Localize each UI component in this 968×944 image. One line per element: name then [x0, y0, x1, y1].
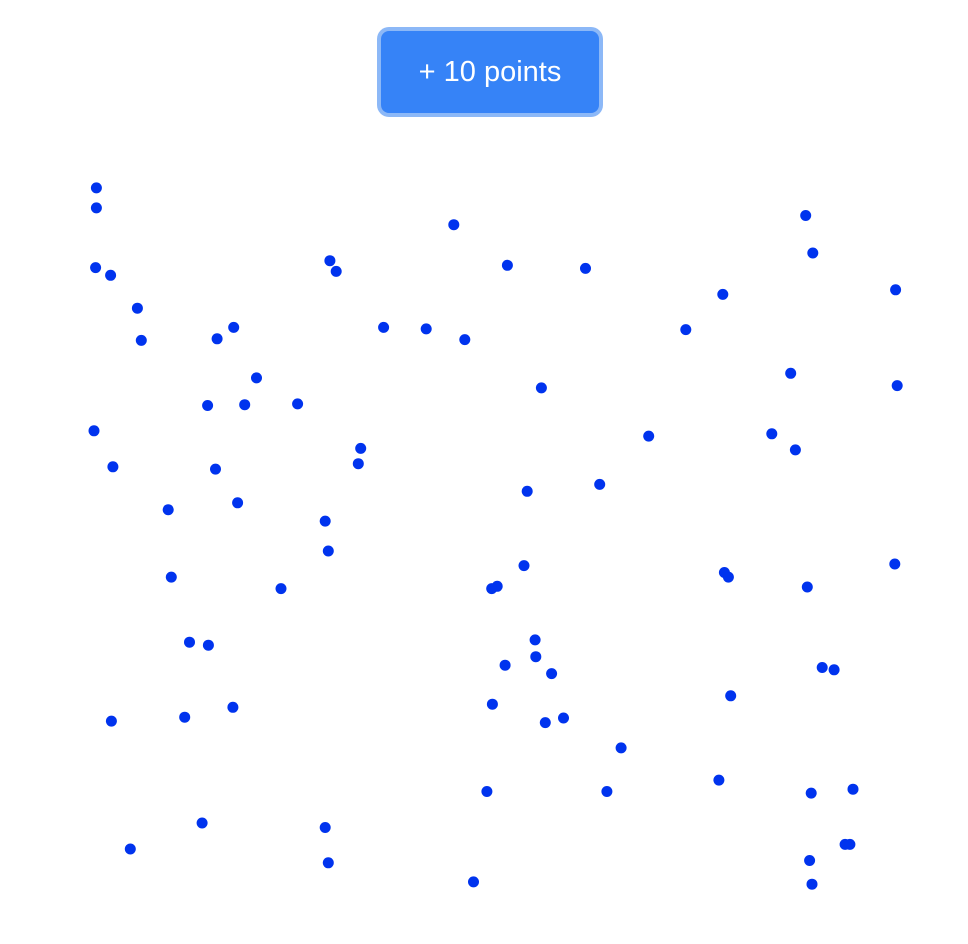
scatter-point: [539, 717, 551, 729]
scatter-point: [643, 430, 655, 442]
scatter-point: [529, 634, 541, 646]
scatter-point: [90, 182, 102, 194]
scatter-point: [196, 817, 208, 829]
scatter-point: [801, 581, 813, 593]
scatter-point: [232, 497, 244, 509]
scatter-point: [239, 399, 251, 411]
scatter-point: [889, 558, 901, 570]
scatter-point: [227, 701, 239, 713]
scatter-point: [135, 334, 147, 346]
scatter-point: [330, 265, 342, 277]
add-10-points-button[interactable]: + 10 points: [381, 31, 599, 113]
scatter-point: [322, 857, 334, 869]
scatter-point: [847, 783, 859, 795]
scatter-point: [530, 651, 542, 663]
scatter-point: [378, 321, 390, 333]
scatter-point: [890, 284, 902, 296]
scatter-point: [891, 380, 903, 392]
scatter-point: [816, 662, 828, 673]
scatter-point: [766, 428, 778, 440]
scatter-point: [518, 560, 530, 572]
scatter-point: [211, 333, 223, 345]
scatter-point: [179, 711, 191, 723]
scatter-point: [319, 822, 331, 833]
scatter-point: [615, 742, 627, 754]
scatter-point: [448, 219, 460, 231]
scatter-point: [468, 876, 479, 888]
scatter-point: [486, 698, 498, 710]
scatter-point: [420, 323, 432, 335]
scatter-point: [800, 210, 812, 221]
scatter-point: [486, 583, 498, 595]
scatter-point: [501, 259, 513, 271]
scatter-point: [90, 202, 102, 214]
scatter-point: [722, 571, 734, 583]
scatter-point: [725, 690, 737, 702]
scatter-point: [680, 324, 692, 336]
scatter-point: [202, 639, 214, 651]
scatter-point: [499, 659, 511, 671]
scatter-point: [806, 878, 818, 890]
scatter-point: [324, 255, 336, 267]
scatter-point: [535, 382, 547, 394]
scatter-point: [718, 567, 730, 578]
scatter-point: [828, 664, 840, 676]
scatter-point: [105, 715, 117, 727]
scatter-point: [521, 485, 533, 497]
scatter-point: [165, 571, 177, 583]
scatter-point: [107, 461, 119, 473]
scatter-point: [355, 442, 367, 454]
scatter-point: [459, 334, 471, 346]
scatter-point: [228, 321, 240, 333]
scatter-point: [319, 515, 331, 527]
scatter-point: [88, 425, 100, 437]
scatter-point: [601, 786, 613, 797]
scatter-point: [804, 855, 816, 866]
scatter-point: [184, 636, 195, 648]
scatter-point: [580, 262, 591, 274]
scatter-point: [546, 668, 558, 680]
scatter-point: [717, 288, 729, 300]
scatter-point: [844, 838, 856, 850]
scatter-point: [131, 302, 143, 314]
scatter-point: [90, 262, 102, 274]
scatter-point: [805, 787, 817, 799]
scatter-point: [352, 458, 364, 470]
scatter-point: [202, 400, 214, 411]
scatter-point: [789, 444, 801, 456]
scatter-point: [162, 504, 174, 516]
scatter-point: [594, 478, 606, 490]
scatter-point: [292, 398, 304, 410]
scatter-point: [713, 774, 725, 786]
scatter-point: [251, 372, 262, 384]
scatter-point: [322, 545, 334, 557]
scatter-point: [275, 583, 287, 595]
scatter-point: [491, 580, 503, 592]
scatter-point: [124, 843, 136, 855]
scatter-point: [807, 247, 819, 259]
scatter-point: [210, 463, 221, 475]
scatter-point: [839, 838, 851, 850]
scatter-point: [785, 367, 797, 379]
scatter-point: [481, 786, 493, 797]
scatter-points: [88, 182, 903, 890]
scatter-point: [558, 712, 569, 724]
scatter-point: [105, 269, 117, 281]
